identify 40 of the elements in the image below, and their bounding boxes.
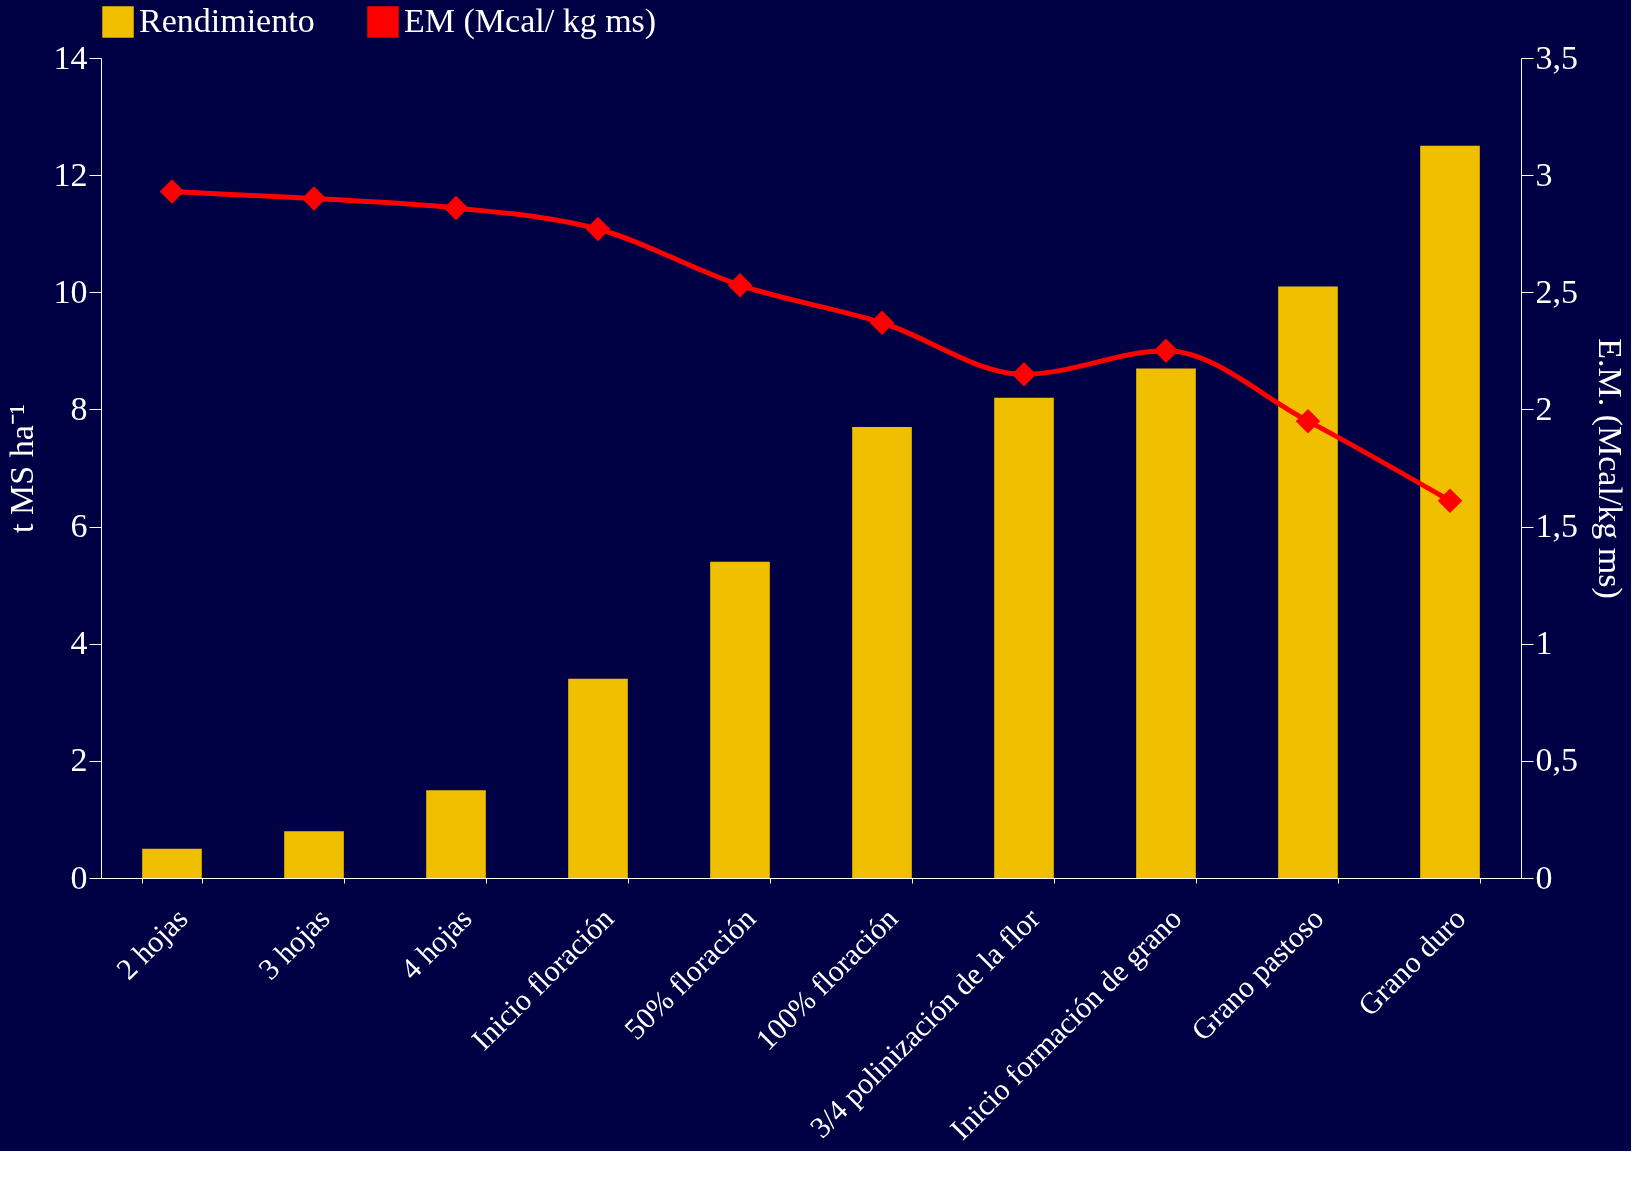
y2-tick-label: 0,5 xyxy=(1535,741,1578,779)
y2-tick-label: 2,5 xyxy=(1535,272,1578,310)
bar xyxy=(710,561,770,878)
bar xyxy=(1420,145,1480,878)
point xyxy=(301,186,327,211)
bar xyxy=(852,427,912,878)
point xyxy=(443,195,469,221)
bar xyxy=(1136,368,1196,878)
y2-tick-label: 2 xyxy=(1535,389,1553,427)
bar xyxy=(284,831,344,878)
point xyxy=(585,216,611,242)
y2-tick-label: 0 xyxy=(1535,858,1553,896)
point xyxy=(1437,488,1463,514)
y-tick-label: 12 xyxy=(53,155,88,193)
point xyxy=(1153,338,1179,364)
point xyxy=(869,310,895,335)
bar xyxy=(426,790,486,878)
point xyxy=(159,179,185,204)
y-tick-label: 14 xyxy=(53,38,88,76)
y-tick-label: 8 xyxy=(70,389,88,427)
bar xyxy=(994,397,1054,878)
point xyxy=(1011,362,1037,387)
y-tick-label: 2 xyxy=(70,741,88,779)
bar xyxy=(1278,286,1338,878)
y-tick-label: 0 xyxy=(70,858,88,896)
bar xyxy=(142,848,202,878)
y-axis-title: t MS ha⁻¹ xyxy=(2,404,40,533)
legend-label: EM (Mcal/ kg ms) xyxy=(404,2,657,40)
point xyxy=(1295,408,1321,434)
point xyxy=(727,273,753,298)
bar xyxy=(568,678,628,878)
y2-tick-label: 1 xyxy=(1535,624,1553,662)
y2-tick-label: 1,5 xyxy=(1535,507,1578,545)
y-tick-label: 4 xyxy=(70,624,88,662)
y2-axis-title: E.M. (Mcal/kg ms) xyxy=(1591,338,1629,599)
y2-tick-label: 3 xyxy=(1535,155,1553,193)
y-tick-label: 6 xyxy=(70,507,88,545)
y-tick-label: 10 xyxy=(53,272,88,310)
y2-tick-label: 3,5 xyxy=(1535,38,1578,76)
legend-label: Rendimiento xyxy=(139,2,315,39)
